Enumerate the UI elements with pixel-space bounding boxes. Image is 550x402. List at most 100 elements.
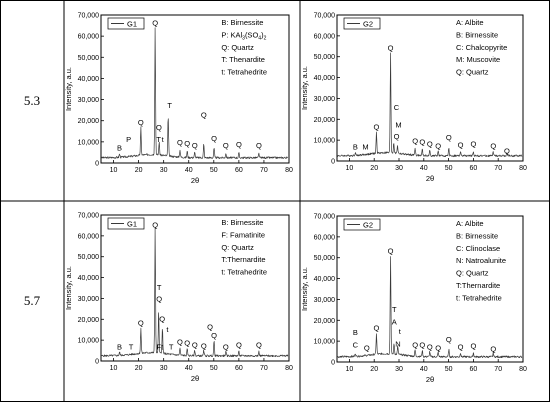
peak-label: Q [159, 314, 165, 323]
legend-label: G2 [363, 221, 373, 230]
legend-box [107, 17, 145, 30]
peak-label: Q [177, 138, 183, 147]
x-tick-label: 80 [519, 366, 527, 373]
x-tick-label: 70 [260, 365, 268, 372]
peak-label: Q [435, 344, 441, 353]
peak-label: Q [458, 342, 464, 351]
peak-label: Q [192, 340, 198, 349]
phase-key-line: T: Thenardite [221, 55, 265, 64]
peak-label: t [166, 325, 169, 334]
y-axis-title: Intensity, a.u. [64, 67, 73, 111]
plot-frame [336, 14, 524, 162]
x-tick-label: 30 [395, 165, 403, 172]
x-tick-label: 30 [395, 366, 403, 373]
peak-label: t [162, 135, 165, 144]
peak-label: B [353, 143, 358, 152]
peak-label: Q [374, 324, 380, 333]
phase-key-line: B: Birnessite [456, 231, 498, 240]
xrd-chart-5-7-g1: 0 10,000 20,000 30,000 40,000 50,000 60,000 70,… [64, 213, 293, 384]
peak-label: Q [419, 340, 425, 349]
y-tick-label: 40,000 [314, 276, 336, 283]
phase-key-line: M: Muscovite [456, 55, 500, 64]
x-tick-label: 50 [445, 366, 453, 373]
legend-label: G2 [363, 20, 373, 29]
peak-label: Q [374, 123, 380, 132]
peak-label: Q [236, 340, 242, 349]
y-tick-label: 50,000 [314, 255, 336, 262]
y-tick-label: 20,000 [314, 117, 336, 124]
peak-label: T [129, 343, 134, 352]
peak-label: Q [152, 221, 158, 230]
legend-box [343, 218, 381, 231]
peak-label: C [353, 340, 359, 349]
y-tick-label: 10,000 [314, 339, 336, 346]
y-tick-label: 10,000 [78, 139, 100, 146]
peak-label: Q [152, 19, 158, 28]
phase-key-line: P: KAl3(SO4)2 [221, 30, 266, 41]
y-tick-label: 0 [95, 161, 99, 168]
y-tick-label: 60,000 [314, 234, 336, 241]
peak-label: Q [470, 341, 476, 350]
peak-label: Q [223, 343, 229, 352]
y-tick-label: 40,000 [78, 76, 100, 83]
phase-key-line: N: Natroalunite [456, 256, 506, 265]
legend-label: G1 [127, 20, 137, 29]
y-axis-title: Intensity, a.u. [300, 66, 309, 110]
y-tick-label: 70,000 [314, 214, 336, 221]
peak-label: Q [412, 340, 418, 349]
y-tick-label: 50,000 [78, 55, 100, 62]
x-tick-label: 60 [470, 366, 478, 373]
y-tick-label: 30,000 [78, 296, 100, 303]
x-axis-title: 2θ [426, 375, 434, 384]
x-tick-label: 70 [494, 366, 502, 373]
x-tick-label: 60 [235, 167, 243, 174]
x-axis-title: 2θ [426, 174, 434, 183]
y-tick-label: 60,000 [314, 33, 336, 40]
peak-label: Q [490, 345, 496, 354]
y-tick-label: 70,000 [78, 13, 100, 20]
peak-label: B [117, 143, 122, 152]
xrd-chart-5-7-g2: 0 10,000 20,000 30,000 40,000 50,000 60,000 70,… [300, 214, 527, 385]
peak-label: Q [446, 133, 452, 142]
phase-key-line: B: Birnessite [456, 30, 498, 39]
peak-label: C [394, 103, 400, 112]
xrd-trace [337, 52, 523, 158]
peak-label: Q [388, 43, 394, 52]
x-tick-label: 10 [110, 167, 118, 174]
phase-key-line: T:Thernardite [221, 255, 265, 264]
y-tick-label: 20,000 [78, 118, 100, 125]
xrd-trace [101, 27, 288, 160]
peak-label: Q [446, 335, 452, 344]
x-tick-label: 20 [370, 366, 378, 373]
y-tick-label: 10,000 [314, 138, 336, 145]
peak-label: Q [256, 340, 262, 349]
y-tick-label: 0 [331, 360, 335, 367]
xrd-trace [337, 256, 523, 359]
phase-key-line: t: Tetrahedrite [221, 268, 267, 277]
peak-label: Q [394, 132, 400, 141]
x-tick-label: 20 [135, 365, 143, 372]
peak-label: Q [201, 111, 207, 120]
phase-key-line: Q: Quartz [221, 243, 254, 252]
x-tick-label: 70 [494, 165, 502, 172]
y-tick-label: 30,000 [314, 96, 336, 103]
x-tick-label: 10 [346, 165, 354, 172]
y-tick-label: 50,000 [78, 254, 100, 261]
peak-label: Q [412, 136, 418, 145]
peak-label: T [156, 135, 161, 144]
x-tick-label: 50 [445, 165, 453, 172]
phase-key-line: F: Famatinite [221, 230, 265, 239]
xrd-trace [101, 227, 289, 358]
plot-frame [100, 14, 290, 164]
peak-label: Q [177, 337, 183, 346]
x-tick-label: 80 [519, 165, 527, 172]
peak-label: Q [470, 139, 476, 148]
y-tick-label: 20,000 [78, 317, 100, 324]
y-tick-label: 40,000 [314, 75, 336, 82]
peak-label: Q [156, 295, 162, 304]
y-axis-title: Intensity, a.u. [64, 266, 73, 310]
peak-label: Q [435, 141, 441, 150]
y-tick-label: 60,000 [78, 34, 100, 41]
x-axis-title: 2θ [191, 176, 199, 185]
legend-box [343, 17, 381, 30]
